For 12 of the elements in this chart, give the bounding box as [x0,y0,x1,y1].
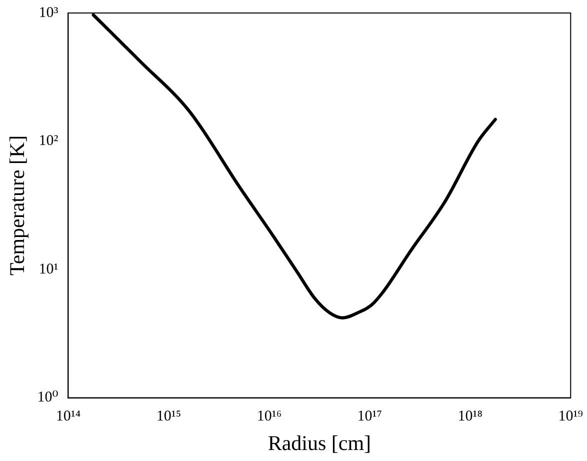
y-tick-label: 10¹ [38,261,58,278]
x-tick-label: 10¹⁹ [558,408,584,425]
y-tick-label: 10⁰ [37,390,58,406]
x-tick-label: 10¹⁴ [56,408,81,425]
y-tick-label: 10² [38,133,59,150]
x-tick-label: 10¹⁷ [357,408,382,425]
x-tick-label: 10¹⁶ [256,408,282,425]
x-tick-label: 10¹⁵ [156,408,182,425]
x-axis-title: Radius [cm] [268,430,372,455]
y-tick-label: 10³ [38,4,59,21]
x-tick-label: 10¹⁸ [458,408,483,425]
y-axis-title: Temperature [K] [5,135,30,276]
